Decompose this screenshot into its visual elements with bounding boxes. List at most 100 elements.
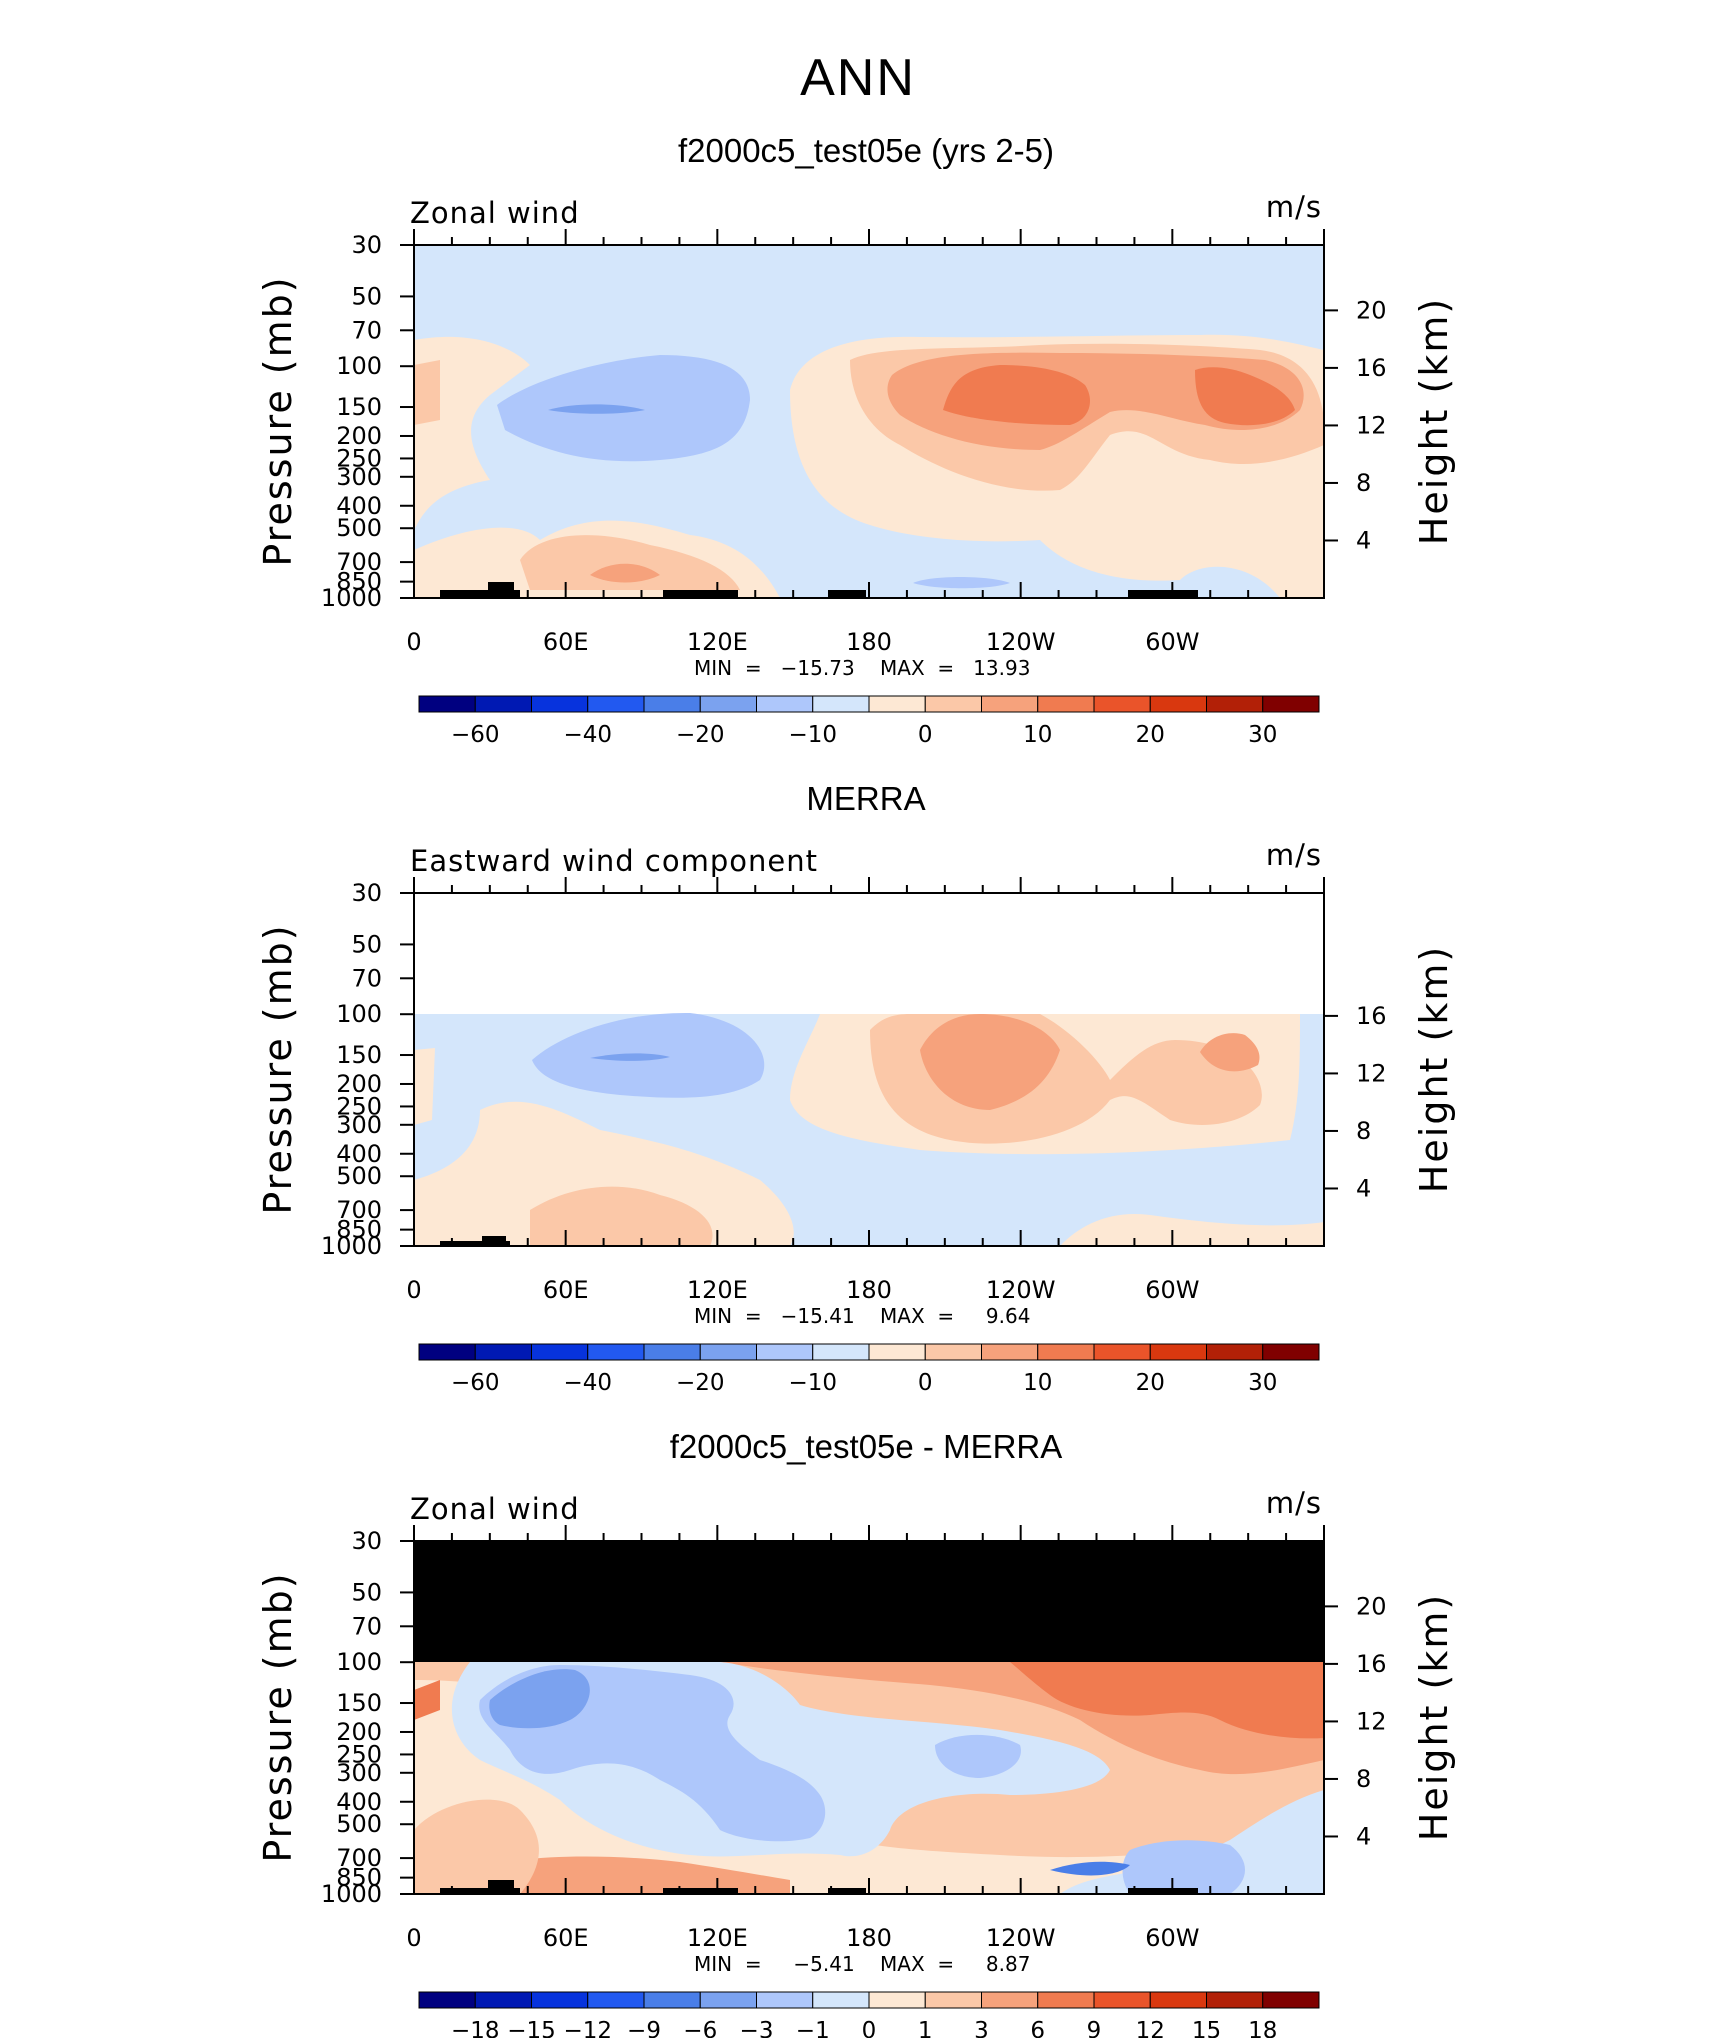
colorbar-swatch	[1037, 1991, 1095, 2009]
y-tick-label: 200	[336, 422, 382, 450]
colorbar-labels: −60 −40 −20 −10 0 10 20 30	[451, 722, 1277, 748]
colorbar-swatch	[531, 1991, 589, 2009]
y-tick-label: 500	[336, 514, 382, 542]
y-tick-label: 300	[336, 1111, 382, 1139]
y-tick-label: 700	[336, 1196, 382, 1224]
y-tick-label: 500	[336, 1162, 382, 1190]
x-tick-label: 60E	[543, 1276, 589, 1304]
y-right-tick-label: 20	[1356, 296, 1387, 324]
y-axis-label: Pressure (mb)	[256, 923, 300, 1214]
colorbar-swatch	[699, 1343, 757, 1361]
colorbar-swatch	[531, 695, 589, 713]
y-axis-right-label: Height (km)	[1412, 945, 1456, 1193]
colorbar-swatch	[756, 695, 814, 713]
colorbar-label: 18	[1248, 2018, 1277, 2038]
y-tick-label: 30	[351, 879, 382, 907]
colorbar-swatch	[418, 695, 476, 713]
y-right-tick-label: 16	[1356, 1650, 1387, 1678]
units-label: m/s	[1266, 838, 1322, 872]
x-tick-label: 120W	[986, 1276, 1056, 1304]
colorbar-label: −1	[796, 2018, 830, 2038]
x-tick-label: 120W	[986, 628, 1056, 656]
variable-label: Zonal wind	[410, 196, 580, 230]
colorbar-label: 10	[1023, 722, 1052, 748]
colorbar	[418, 1343, 1320, 1361]
y-tick-label: 150	[336, 1689, 382, 1717]
x-tick-label: 120E	[687, 628, 748, 656]
colorbar-swatch	[1206, 695, 1264, 713]
x-tick-label: 180	[846, 1924, 892, 1952]
height-tick-labels: 16 12 8 4	[1356, 1002, 1387, 1203]
colorbar-label: −40	[563, 722, 612, 748]
colorbar-label: −60	[451, 1370, 500, 1396]
colorbar-swatch	[924, 1991, 982, 2009]
colorbar-swatch	[812, 1343, 870, 1361]
colorbar-label: −12	[563, 2018, 612, 2038]
colorbar-swatch	[1037, 1343, 1095, 1361]
y-tick-label: 700	[336, 1844, 382, 1872]
x-tick-label: 180	[846, 628, 892, 656]
colorbar-swatch	[868, 1991, 926, 2009]
colorbar-swatch	[1262, 695, 1320, 713]
x-tick-label: 60E	[543, 628, 589, 656]
colorbar-label: −10	[788, 722, 837, 748]
y-right-tick-label: 16	[1356, 1002, 1387, 1030]
y-tick-label: 400	[336, 492, 382, 520]
y-tick-label: 150	[336, 393, 382, 421]
variable-label: Eastward wind component	[410, 844, 818, 878]
variable-label: Zonal wind	[410, 1492, 580, 1526]
colorbar-swatch	[924, 1343, 982, 1361]
y-tick-label: 850	[336, 568, 382, 596]
panel-title: f2000c5_test05e - MERRA	[670, 1428, 1063, 1465]
x-tick-label: 120E	[687, 1924, 748, 1952]
y-axis-label: Pressure (mb)	[256, 275, 300, 566]
x-tick-label: 120W	[986, 1924, 1056, 1952]
y-tick-label: 70	[351, 964, 382, 992]
colorbar-swatch	[587, 1991, 645, 2009]
y-tick-label: 30	[351, 1527, 382, 1555]
x-tick-label: 60W	[1145, 1276, 1199, 1304]
colorbar-swatch	[418, 1343, 476, 1361]
colorbar-labels: −60 −40 −20 −10 0 10 20 30	[451, 1370, 1277, 1396]
colorbar-label: 0	[918, 722, 933, 748]
y-tick-label: 500	[336, 1810, 382, 1838]
y-axis-label: Pressure (mb)	[256, 1571, 300, 1862]
colorbar-swatch	[1149, 695, 1207, 713]
contour-field	[414, 1541, 1324, 1894]
y-right-tick-label: 20	[1356, 1592, 1387, 1620]
y-tick-label: 850	[336, 1216, 382, 1244]
colorbar-label: 3	[974, 2018, 989, 2038]
colorbar-swatch	[1149, 1343, 1207, 1361]
y-tick-label: 300	[336, 463, 382, 491]
y-tick-label: 50	[351, 930, 382, 958]
colorbar-swatch	[756, 1343, 814, 1361]
colorbar-swatch	[1149, 1991, 1207, 2009]
colorbar-label: 30	[1248, 722, 1277, 748]
colorbar-swatch	[1093, 1343, 1151, 1361]
colorbar-label: −15	[507, 2018, 556, 2038]
colorbar-swatch	[1206, 1991, 1264, 2009]
colorbar-swatch	[812, 695, 870, 713]
x-tick-label: 120E	[687, 1276, 748, 1304]
y-tick-label: 1000	[321, 1880, 382, 1908]
colorbar-swatch	[1093, 1991, 1151, 2009]
y-tick-label: 200	[336, 1718, 382, 1746]
y-right-tick-label: 8	[1356, 469, 1371, 497]
colorbar	[418, 1991, 1320, 2009]
colorbar-swatch	[699, 1991, 757, 2009]
colorbar-labels: −18 −15 −12 −9 −6 −3 −1 0 1 3 6 9 12 15 18	[451, 2018, 1277, 2038]
colorbar-label: 9	[1087, 2018, 1102, 2038]
colorbar-swatch	[418, 1991, 476, 2009]
x-tick-label: 60W	[1145, 1924, 1199, 1952]
y-right-tick-label: 12	[1356, 411, 1387, 439]
colorbar-swatch	[1093, 695, 1151, 713]
panel-difference: f2000c5_test05e - MERRA Zonal wind m/s	[256, 1428, 1456, 2038]
min-value: MIN = −5.41	[694, 1952, 855, 1976]
panel-merra: MERRA Eastward wind component m/s 30 50 70…	[256, 780, 1456, 1396]
max-value: MAX = 8.87	[880, 1952, 1030, 1976]
y-axis-right-label: Height (km)	[1412, 1593, 1456, 1841]
x-tick-label: 0	[406, 1924, 421, 1952]
